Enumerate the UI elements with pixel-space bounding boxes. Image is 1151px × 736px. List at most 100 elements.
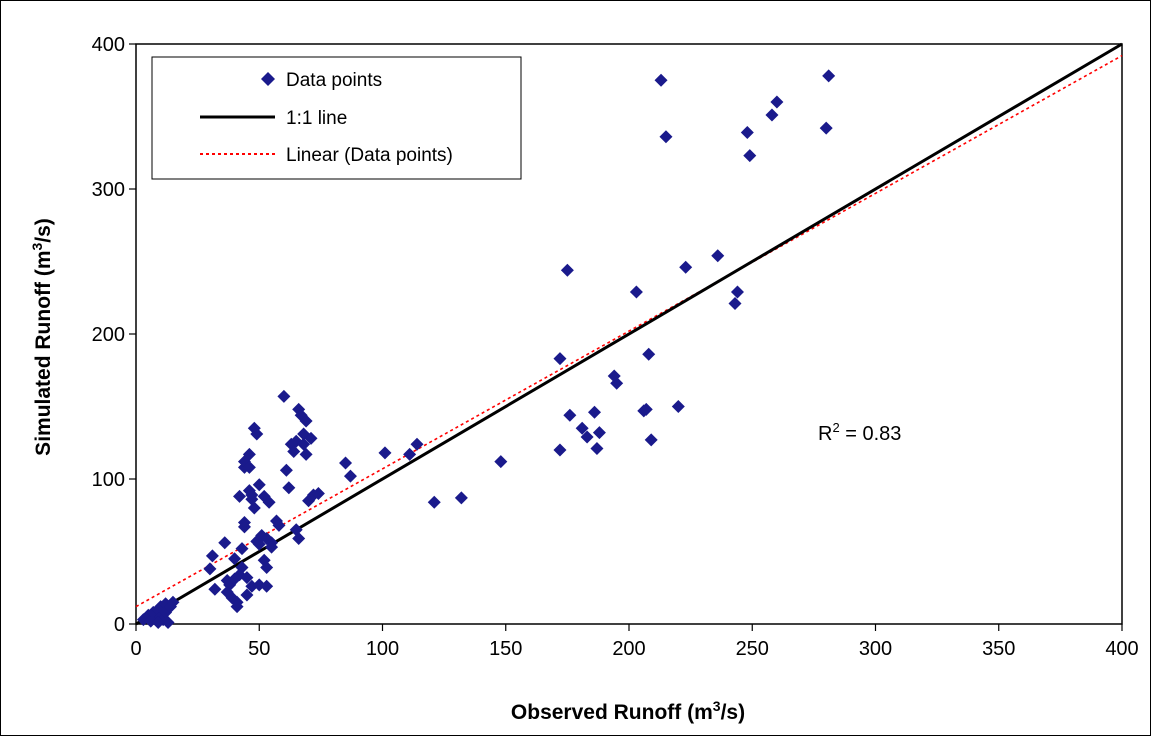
data-point [575,421,589,435]
data-point [560,263,574,277]
data-point [592,426,606,440]
data-point [287,444,301,458]
data-point [654,73,668,87]
x-tick-label: 400 [1105,638,1138,660]
data-point [454,491,468,505]
data-point [580,430,594,444]
data-point [242,460,256,474]
data-point [553,443,567,457]
data-point [765,108,779,122]
data-point [343,469,357,483]
y-tick-label: 0 [114,614,125,636]
y-axis-title: Simulated Runoff (m3/s) [29,218,55,456]
legend-marker-points [261,72,275,86]
data-point [770,95,784,109]
data-point [590,442,604,456]
x-tick-label: 350 [982,638,1015,660]
data-point [260,560,274,574]
legend-label-points: Data points [286,70,382,91]
y-tick-label: 400 [92,34,125,56]
data-point [252,478,266,492]
data-point [260,579,274,593]
y-tick-label: 100 [92,469,125,491]
x-axis-title-end: /s) [721,701,746,724]
data-point [639,402,653,416]
data-point [240,571,254,585]
data-point [629,285,643,299]
x-axis-title-main: Observed Runoff (m [511,701,713,724]
data-point [297,437,311,451]
data-point [282,481,296,495]
data-point [819,121,833,135]
legend-label-trend: Linear (Data points) [286,145,453,166]
data-point [245,488,259,502]
x-axis-title: Observed Runoff (m3/s) [511,698,745,724]
data-point [427,495,441,509]
data-point [279,463,293,477]
x-tick-label: 250 [736,638,769,660]
data-point [403,447,417,461]
data-point [292,531,306,545]
data-point [610,376,624,390]
data-point [166,595,180,609]
data-point [218,536,232,550]
x-tick-label: 300 [859,638,892,660]
trend-line [135,54,1123,608]
x-tick-label: 0 [130,638,141,660]
data-point [553,352,567,366]
legend: Data points 1:1 line Linear (Data points… [151,56,522,180]
data-point [233,489,247,503]
data-points [136,69,836,630]
data-point [208,582,222,596]
data-point [242,447,256,461]
data-point [378,446,392,460]
data-point [730,285,744,299]
data-point [161,616,175,630]
r-squared-annotation: R2 = 0.83 [818,420,901,445]
data-point [237,520,251,534]
annotation-suffix: = 0.83 [840,423,902,445]
y-tick-label: 300 [92,179,125,201]
data-point [240,588,254,602]
annotation-prefix: R [818,423,832,445]
fit-lines [135,42,1123,626]
data-point [277,389,291,403]
y-axis-title-sup: 3 [29,242,45,250]
data-point [203,562,217,576]
data-point [311,487,325,500]
annotation-superscript: 2 [832,420,839,435]
data-point [740,125,754,139]
data-point [339,456,353,470]
data-point [304,431,318,445]
data-point [250,427,264,441]
data-point [299,447,313,461]
y-axis-title-end: /s) [32,218,55,243]
y-axis-title-main: Simulated Runoff (m [32,250,55,455]
data-point [563,408,577,422]
x-tick-label: 100 [366,638,399,660]
data-point [711,249,725,263]
data-point [205,549,219,563]
data-point [299,414,313,428]
data-point [642,347,656,361]
y-axis-ticks: 0 100 200 300 400 [92,34,136,636]
data-point [494,455,508,469]
legend-box [151,56,522,180]
data-point [230,595,244,609]
data-point [644,433,658,447]
data-point [728,297,742,311]
one-to-one-line [135,42,1123,626]
data-point [659,130,673,144]
data-point [410,437,424,451]
data-point [679,260,693,274]
x-axis-title-sup: 3 [713,698,721,714]
x-tick-label: 150 [489,638,522,660]
data-point [272,518,286,532]
x-axis-ticks: 0 50 100 150 200 250 300 350 400 [130,624,1139,660]
data-point [235,560,249,574]
data-point [247,501,261,515]
data-point [262,495,276,509]
data-point [743,149,757,163]
data-point [245,579,259,593]
x-tick-label: 50 [248,638,270,660]
